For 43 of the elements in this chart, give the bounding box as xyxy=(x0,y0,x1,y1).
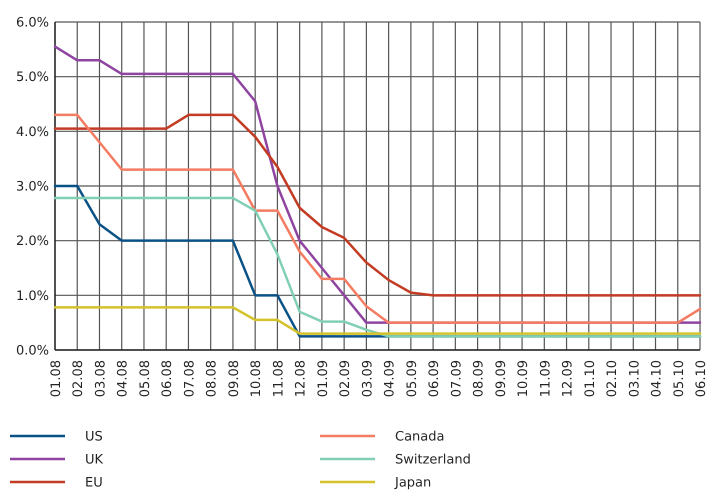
y-tick-label: 0.0% xyxy=(16,344,49,359)
x-tick-label: 05.10 xyxy=(672,360,687,398)
x-tick-label: 02.09 xyxy=(338,360,354,398)
x-tick-label: 12.09 xyxy=(560,360,576,398)
x-tick-label: 01.10 xyxy=(582,360,598,398)
y-tick-label: 6.0% xyxy=(16,16,49,31)
x-tick-label: 08.09 xyxy=(472,360,487,398)
x-tick-label: 11.08 xyxy=(271,360,286,398)
x-tick-label: 09.08 xyxy=(226,360,242,398)
legend-label: US xyxy=(85,430,103,445)
x-tick-label: 04.08 xyxy=(116,360,131,398)
x-tick-label: 02.10 xyxy=(605,360,620,398)
x-tick-label: 07.09 xyxy=(449,360,464,398)
legend-label: Switzerland xyxy=(395,452,471,468)
x-tick-label: 01.09 xyxy=(316,360,331,398)
x-tick-label: 07.08 xyxy=(182,360,198,398)
legend-label: Canada xyxy=(395,430,444,445)
legend-label: UK xyxy=(85,452,104,468)
y-tick-label: 4.0% xyxy=(16,124,49,140)
x-tick-label: 05.08 xyxy=(138,360,153,398)
y-tick-label: 5.0% xyxy=(16,70,49,86)
x-tick-label: 03.10 xyxy=(627,360,642,398)
y-tick-label: 3.0% xyxy=(16,180,49,195)
x-tick-label: 04.09 xyxy=(382,360,398,398)
x-tick-label: 10.09 xyxy=(516,360,532,398)
x-tick-label: 12.08 xyxy=(294,360,309,398)
x-tick-label: 11.09 xyxy=(538,360,554,398)
x-tick-label: 08.08 xyxy=(204,360,220,398)
legend-label: EU xyxy=(85,476,103,491)
y-tick-label: 2.0% xyxy=(16,234,49,250)
legend-label: Japan xyxy=(394,476,432,491)
x-tick-label: 03.08 xyxy=(93,360,108,398)
x-tick-label: 04.10 xyxy=(650,360,665,398)
x-tick-label: 01.08 xyxy=(49,360,64,398)
x-tick-label: 05.09 xyxy=(404,360,420,398)
x-tick-label: 06.08 xyxy=(160,360,176,398)
x-tick-label: 06.09 xyxy=(427,360,442,398)
x-tick-label: 10.08 xyxy=(249,360,264,398)
x-tick-label: 02.08 xyxy=(71,360,86,398)
x-tick-label: 09.09 xyxy=(494,360,509,398)
x-tick-label: 06.10 xyxy=(694,360,709,398)
x-tick-label: 03.09 xyxy=(360,360,376,398)
y-tick-label: 1.0% xyxy=(16,288,49,304)
